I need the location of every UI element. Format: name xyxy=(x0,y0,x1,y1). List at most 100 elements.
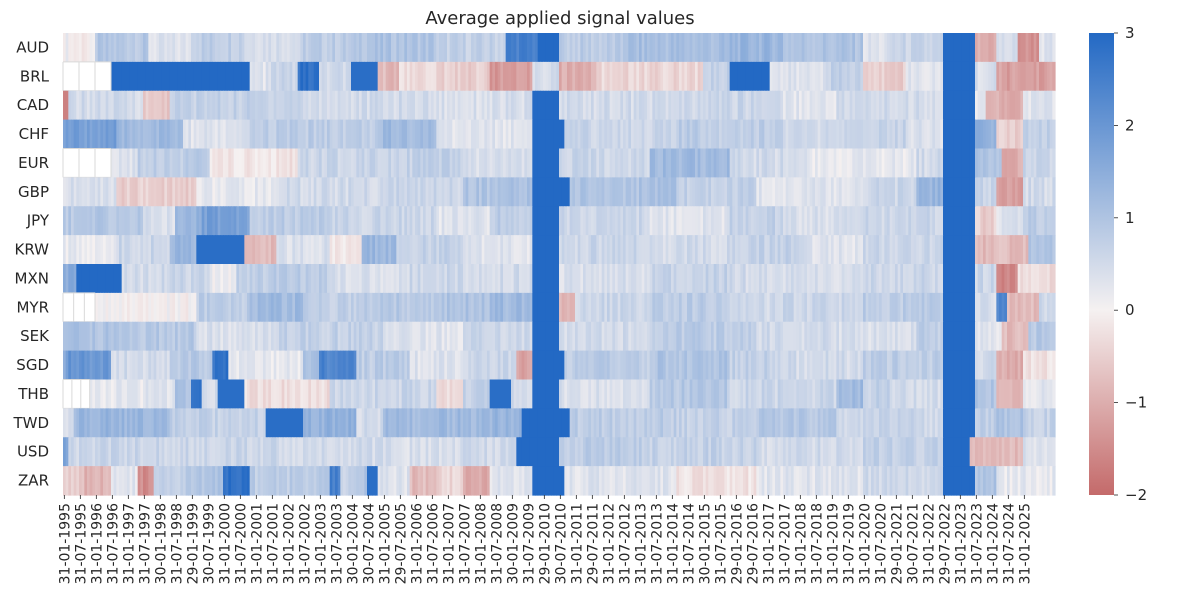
heatmap-cell xyxy=(945,177,949,207)
heatmap-cell xyxy=(609,379,613,409)
heatmap-cell xyxy=(137,177,141,207)
heatmap-cell xyxy=(199,61,203,92)
heatmap-cell xyxy=(689,321,693,352)
heatmap-cell xyxy=(588,350,592,381)
heatmap-cell xyxy=(540,350,544,381)
heatmap-cell xyxy=(876,235,880,265)
heatmap-cell xyxy=(567,350,571,381)
heatmap-cell xyxy=(372,148,376,178)
heatmap-cell xyxy=(161,350,165,381)
heatmap-cell xyxy=(884,148,888,178)
heatmap-cell xyxy=(679,90,683,121)
heatmap-cell xyxy=(63,148,67,178)
heatmap-cell xyxy=(692,379,696,409)
heatmap-cell xyxy=(695,148,699,178)
heatmap-cell xyxy=(569,264,573,294)
heatmap-cell xyxy=(921,119,925,150)
heatmap-cell xyxy=(796,264,800,294)
heatmap-cell xyxy=(1009,148,1013,178)
heatmap-cell xyxy=(572,33,576,63)
heatmap-cell xyxy=(409,292,413,323)
heatmap-cell xyxy=(193,292,197,323)
heatmap-cell xyxy=(513,264,517,294)
heatmap-cell xyxy=(937,350,941,381)
heatmap-cell xyxy=(524,350,528,381)
heatmap-cell xyxy=(495,177,499,207)
heatmap-cell xyxy=(940,206,944,236)
heatmap-cell xyxy=(191,379,195,409)
heatmap-cell xyxy=(473,235,477,265)
heatmap-cell xyxy=(932,148,936,178)
heatmap-cell xyxy=(825,264,829,294)
heatmap-cell xyxy=(636,321,640,352)
heatmap-cell xyxy=(559,119,563,150)
heatmap-cell xyxy=(503,292,507,323)
heatmap-cell xyxy=(353,379,357,409)
heatmap-cell xyxy=(897,206,901,236)
heatmap-cell xyxy=(849,264,853,294)
heatmap-cell xyxy=(79,148,83,178)
heatmap-cell xyxy=(823,292,827,323)
heatmap-cell xyxy=(628,292,632,323)
heatmap-cell xyxy=(807,148,811,178)
heatmap-cell xyxy=(1049,350,1053,381)
heatmap-cell xyxy=(113,61,117,92)
heatmap-cell xyxy=(943,292,947,323)
heatmap-cell xyxy=(257,206,261,236)
heatmap-cell xyxy=(519,177,523,207)
heatmap-cell xyxy=(473,206,477,236)
heatmap-cell xyxy=(345,177,349,207)
heatmap-cell xyxy=(905,264,909,294)
heatmap-cell xyxy=(380,148,384,178)
heatmap-cell xyxy=(772,264,776,294)
heatmap-cell xyxy=(836,235,840,265)
heatmap-cell xyxy=(1052,90,1056,121)
heatmap-cell xyxy=(313,90,317,121)
heatmap-cell xyxy=(921,264,925,294)
heatmap-cell xyxy=(129,408,133,438)
heatmap-cell xyxy=(983,264,987,294)
heatmap-cell xyxy=(76,408,80,438)
heatmap-cell xyxy=(601,61,605,92)
heatmap-cell xyxy=(721,119,725,150)
heatmap-cell xyxy=(596,33,600,63)
heatmap-cell xyxy=(263,235,267,265)
heatmap-cell xyxy=(145,119,149,150)
heatmap-cell xyxy=(625,61,629,92)
heatmap-cell xyxy=(889,264,893,294)
heatmap-cell xyxy=(340,119,344,150)
heatmap-cell xyxy=(1052,235,1056,265)
heatmap-cell xyxy=(764,90,768,121)
heatmap-cell xyxy=(420,90,424,121)
heatmap-cell xyxy=(671,148,675,178)
heatmap-cell xyxy=(503,177,507,207)
heatmap-cell xyxy=(540,148,544,178)
heatmap-cell xyxy=(711,292,715,323)
heatmap-cell xyxy=(751,350,755,381)
heatmap-cell xyxy=(111,119,115,150)
heatmap-cell xyxy=(169,61,173,92)
heatmap-cell xyxy=(252,321,256,352)
heatmap-cell xyxy=(329,206,333,236)
heatmap-cell xyxy=(1028,119,1032,150)
heatmap-cell xyxy=(321,90,325,121)
heatmap-cell xyxy=(148,350,152,381)
heatmap-cell xyxy=(457,61,461,92)
heatmap-cell xyxy=(383,33,387,63)
heatmap-cell xyxy=(249,408,253,438)
heatmap-cell xyxy=(119,408,123,438)
heatmap-cell xyxy=(895,177,899,207)
heatmap-cell xyxy=(343,292,347,323)
heatmap-cell xyxy=(647,61,651,92)
heatmap-cell xyxy=(447,379,451,409)
heatmap-cell xyxy=(884,90,888,121)
heatmap-cell xyxy=(540,90,544,121)
heatmap-cell xyxy=(159,350,163,381)
heatmap-cell xyxy=(913,321,917,352)
heatmap-cell xyxy=(865,379,869,409)
heatmap-cell xyxy=(892,350,896,381)
heatmap-cell xyxy=(132,379,136,409)
heatmap-cell xyxy=(913,206,917,236)
heatmap-cell xyxy=(705,292,709,323)
heatmap-cell xyxy=(735,350,739,381)
